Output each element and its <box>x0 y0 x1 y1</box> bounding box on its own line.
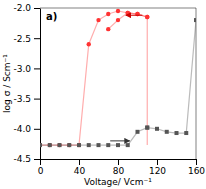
tick-label: 40 <box>74 166 86 176</box>
tick-mark <box>34 159 40 160</box>
marker <box>194 18 196 22</box>
marker <box>136 130 140 134</box>
tick: 0 <box>38 159 44 176</box>
series-line <box>147 20 196 133</box>
marker <box>40 143 42 147</box>
marker <box>184 131 188 135</box>
tick-label: -3.5 <box>13 94 31 104</box>
tick: -3.0 <box>13 64 40 74</box>
marker <box>155 127 159 131</box>
tick-mark <box>118 159 119 165</box>
chart: 0 40 80 120 160 -4.5 -4.0 -3.5 -3.0 -2.5 -2.0 a) Vol… <box>0 0 206 189</box>
tick-label: 0 <box>38 166 44 176</box>
marker <box>106 143 110 147</box>
marker <box>40 143 42 147</box>
arrow <box>126 15 143 16</box>
series-line <box>108 13 147 29</box>
marker <box>145 126 149 130</box>
tick: 80 <box>113 159 125 176</box>
tick-label: -4.5 <box>13 154 31 164</box>
tick: 40 <box>74 159 86 176</box>
tick: -3.5 <box>13 94 40 104</box>
tick-label: -3.0 <box>13 64 31 74</box>
marker <box>77 143 81 147</box>
series-line <box>40 128 147 146</box>
axis-line <box>40 9 41 160</box>
marker <box>77 143 81 147</box>
series-line <box>40 11 147 145</box>
marker <box>165 130 169 134</box>
tick-mark <box>34 129 40 130</box>
data-area <box>40 9 196 147</box>
tick-mark <box>34 99 40 100</box>
marker <box>126 11 130 15</box>
tick-label: 160 <box>188 166 205 176</box>
frame <box>40 8 196 9</box>
tick-mark <box>34 68 40 69</box>
tick-label: 120 <box>149 166 166 176</box>
marker <box>126 143 130 147</box>
marker <box>87 42 91 46</box>
marker <box>87 143 91 147</box>
marker <box>58 143 62 147</box>
y-axis-title: log σ / Scm⁻¹ <box>2 54 12 113</box>
marker <box>96 18 100 22</box>
tick: -4.0 <box>13 124 40 134</box>
marker <box>97 143 101 147</box>
marker <box>126 11 130 15</box>
tick-label: -4.0 <box>13 124 31 134</box>
x-axis: 0 40 80 120 160 <box>38 159 206 176</box>
marker <box>106 12 110 16</box>
tick: -2.0 <box>13 3 40 13</box>
tick-mark <box>34 8 40 9</box>
marker <box>116 18 120 22</box>
marker <box>57 143 61 147</box>
title: a) <box>46 11 57 22</box>
marker <box>145 126 149 130</box>
tick-mark <box>157 159 158 165</box>
tick: 160 <box>188 159 205 176</box>
marker <box>48 143 52 147</box>
tick: -4.5 <box>13 154 40 164</box>
tick-label: 80 <box>113 166 125 176</box>
plot: 0 40 80 120 160 -4.5 -4.0 -3.5 -3.0 -2.5 -2.0 a) <box>13 3 205 176</box>
tick-label: -2.5 <box>13 34 31 44</box>
tick: -2.5 <box>13 34 40 44</box>
tick-label: -2.0 <box>13 3 31 13</box>
marker <box>48 143 52 147</box>
y-axis: -4.5 -4.0 -3.5 -3.0 -2.5 -2.0 <box>13 3 40 164</box>
marker <box>67 143 71 147</box>
marker <box>116 9 120 13</box>
marker <box>175 131 179 135</box>
marker <box>116 143 120 147</box>
marker <box>67 143 71 147</box>
tick-mark <box>34 38 40 39</box>
x-axis-title: Voltage/ Vcm⁻¹ <box>84 177 152 187</box>
tick-mark <box>79 159 80 165</box>
tick-mark <box>196 159 197 165</box>
marker <box>106 27 110 31</box>
tick: 120 <box>149 159 166 176</box>
tick-mark <box>40 159 41 165</box>
arrow <box>110 140 130 141</box>
